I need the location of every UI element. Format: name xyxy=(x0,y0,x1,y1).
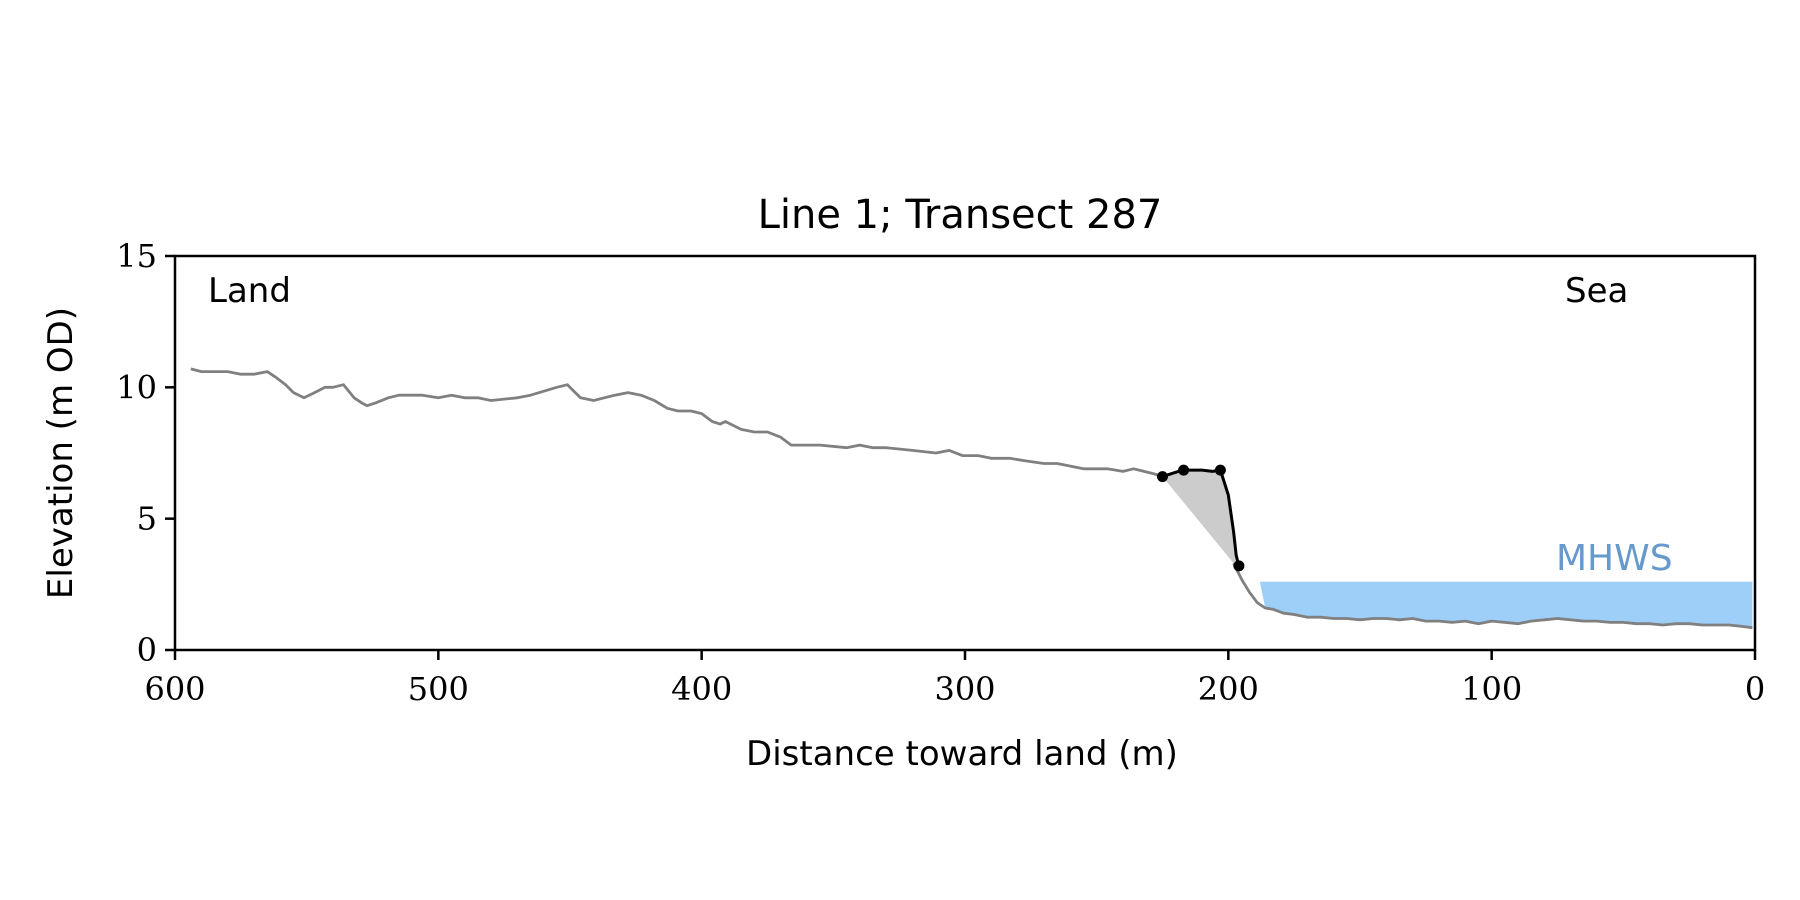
profile-line xyxy=(190,367,1163,478)
mhws-water-band xyxy=(1259,581,1753,628)
y-tick-label: 5 xyxy=(137,500,157,538)
bluff-point xyxy=(1214,464,1226,476)
x-tick-label: 200 xyxy=(1198,670,1259,708)
y-tick-label: 15 xyxy=(116,237,157,275)
x-axis-label: Distance toward land (m) xyxy=(746,734,1178,774)
annotation-mhws: MHWS xyxy=(1556,538,1673,579)
bluff-point xyxy=(1178,464,1190,476)
x-tick-label: 500 xyxy=(408,670,469,708)
x-tick-label: 600 xyxy=(144,670,205,708)
y-tick-label: 0 xyxy=(137,631,157,669)
bluff-point xyxy=(1233,560,1245,572)
x-tick-label: 0 xyxy=(1745,670,1765,708)
chart-title: Line 1; Transect 287 xyxy=(758,192,1163,238)
profile-line-lower xyxy=(1232,562,1753,630)
x-tick-label: 400 xyxy=(671,670,732,708)
bluff-shaded-area xyxy=(1162,470,1239,566)
axes-ticks: 600 500 400 300 200 100 0 0 5 10 15 xyxy=(116,237,1765,708)
annotation-sea: Sea xyxy=(1565,271,1628,311)
y-tick-label: 10 xyxy=(116,368,157,406)
plot-area xyxy=(190,367,1753,630)
bluff-point xyxy=(1157,471,1168,483)
annotation-land: Land xyxy=(208,271,291,311)
y-axis-label: Elevation (m OD) xyxy=(41,307,81,599)
x-tick-label: 300 xyxy=(934,670,995,708)
x-tick-label: 100 xyxy=(1461,670,1522,708)
